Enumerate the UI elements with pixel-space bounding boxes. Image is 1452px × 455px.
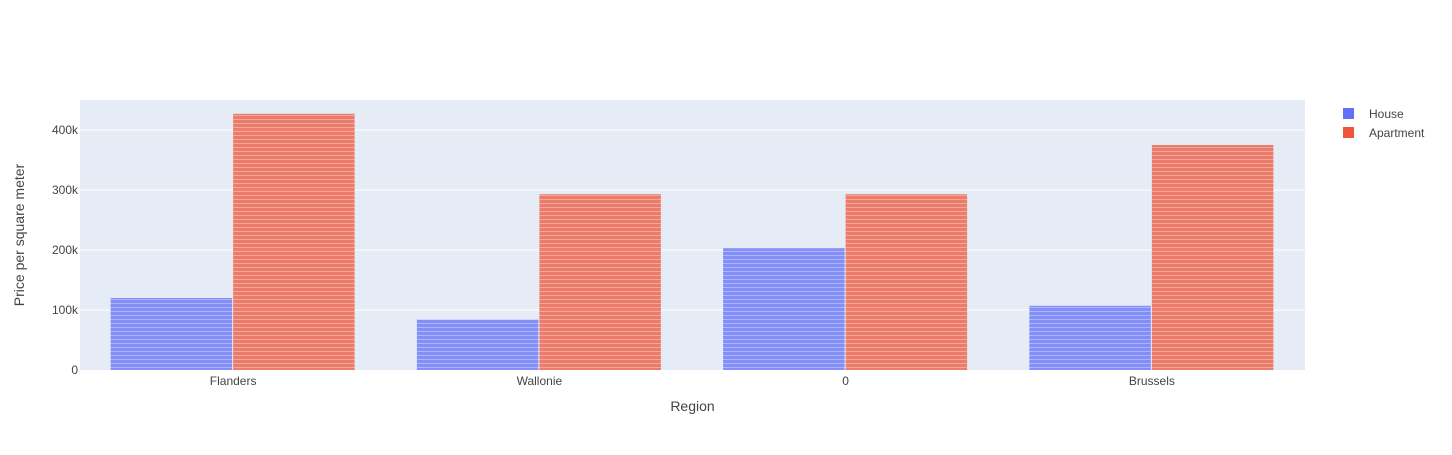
legend-label: Apartment: [1369, 126, 1425, 140]
bars: [110, 113, 1274, 371]
bar-house-2[interactable]: [723, 248, 845, 370]
legend-item-apartment[interactable]: Apartment: [1343, 126, 1425, 140]
legend-label: House: [1369, 107, 1404, 121]
bar-apartment-0[interactable]: [233, 113, 355, 371]
x-axis-title: Region: [670, 398, 714, 414]
bar-house-1[interactable]: [416, 319, 539, 370]
x-tick-label: Brussels: [1129, 374, 1175, 388]
x-tick-label: Wallonie: [517, 374, 563, 388]
legend-swatch: [1343, 108, 1354, 119]
bar-apartment-2[interactable]: [845, 194, 968, 370]
y-tick-label: 0: [71, 363, 78, 377]
bar-house-3[interactable]: [1029, 305, 1151, 370]
x-axis-ticks: Flanders Wallonie 0 Brussels: [210, 374, 1175, 388]
y-axis-title: Price per square meter: [11, 163, 27, 306]
y-tick-label: 200k: [52, 243, 79, 257]
bar-apartment-1[interactable]: [539, 194, 661, 370]
y-tick-label: 100k: [52, 303, 79, 317]
y-tick-label: 400k: [52, 123, 79, 137]
bar-apartment-3[interactable]: [1151, 145, 1274, 370]
bar-house-0[interactable]: [110, 298, 233, 370]
y-axis-ticks: 0 100k 200k 300k 400k: [52, 123, 79, 377]
legend[interactable]: House Apartment: [1343, 107, 1425, 140]
x-tick-label: 0: [842, 374, 849, 388]
x-tick-label: Flanders: [210, 374, 257, 388]
legend-swatch: [1343, 127, 1354, 138]
y-tick-label: 300k: [52, 183, 79, 197]
legend-item-house[interactable]: House: [1343, 107, 1404, 121]
